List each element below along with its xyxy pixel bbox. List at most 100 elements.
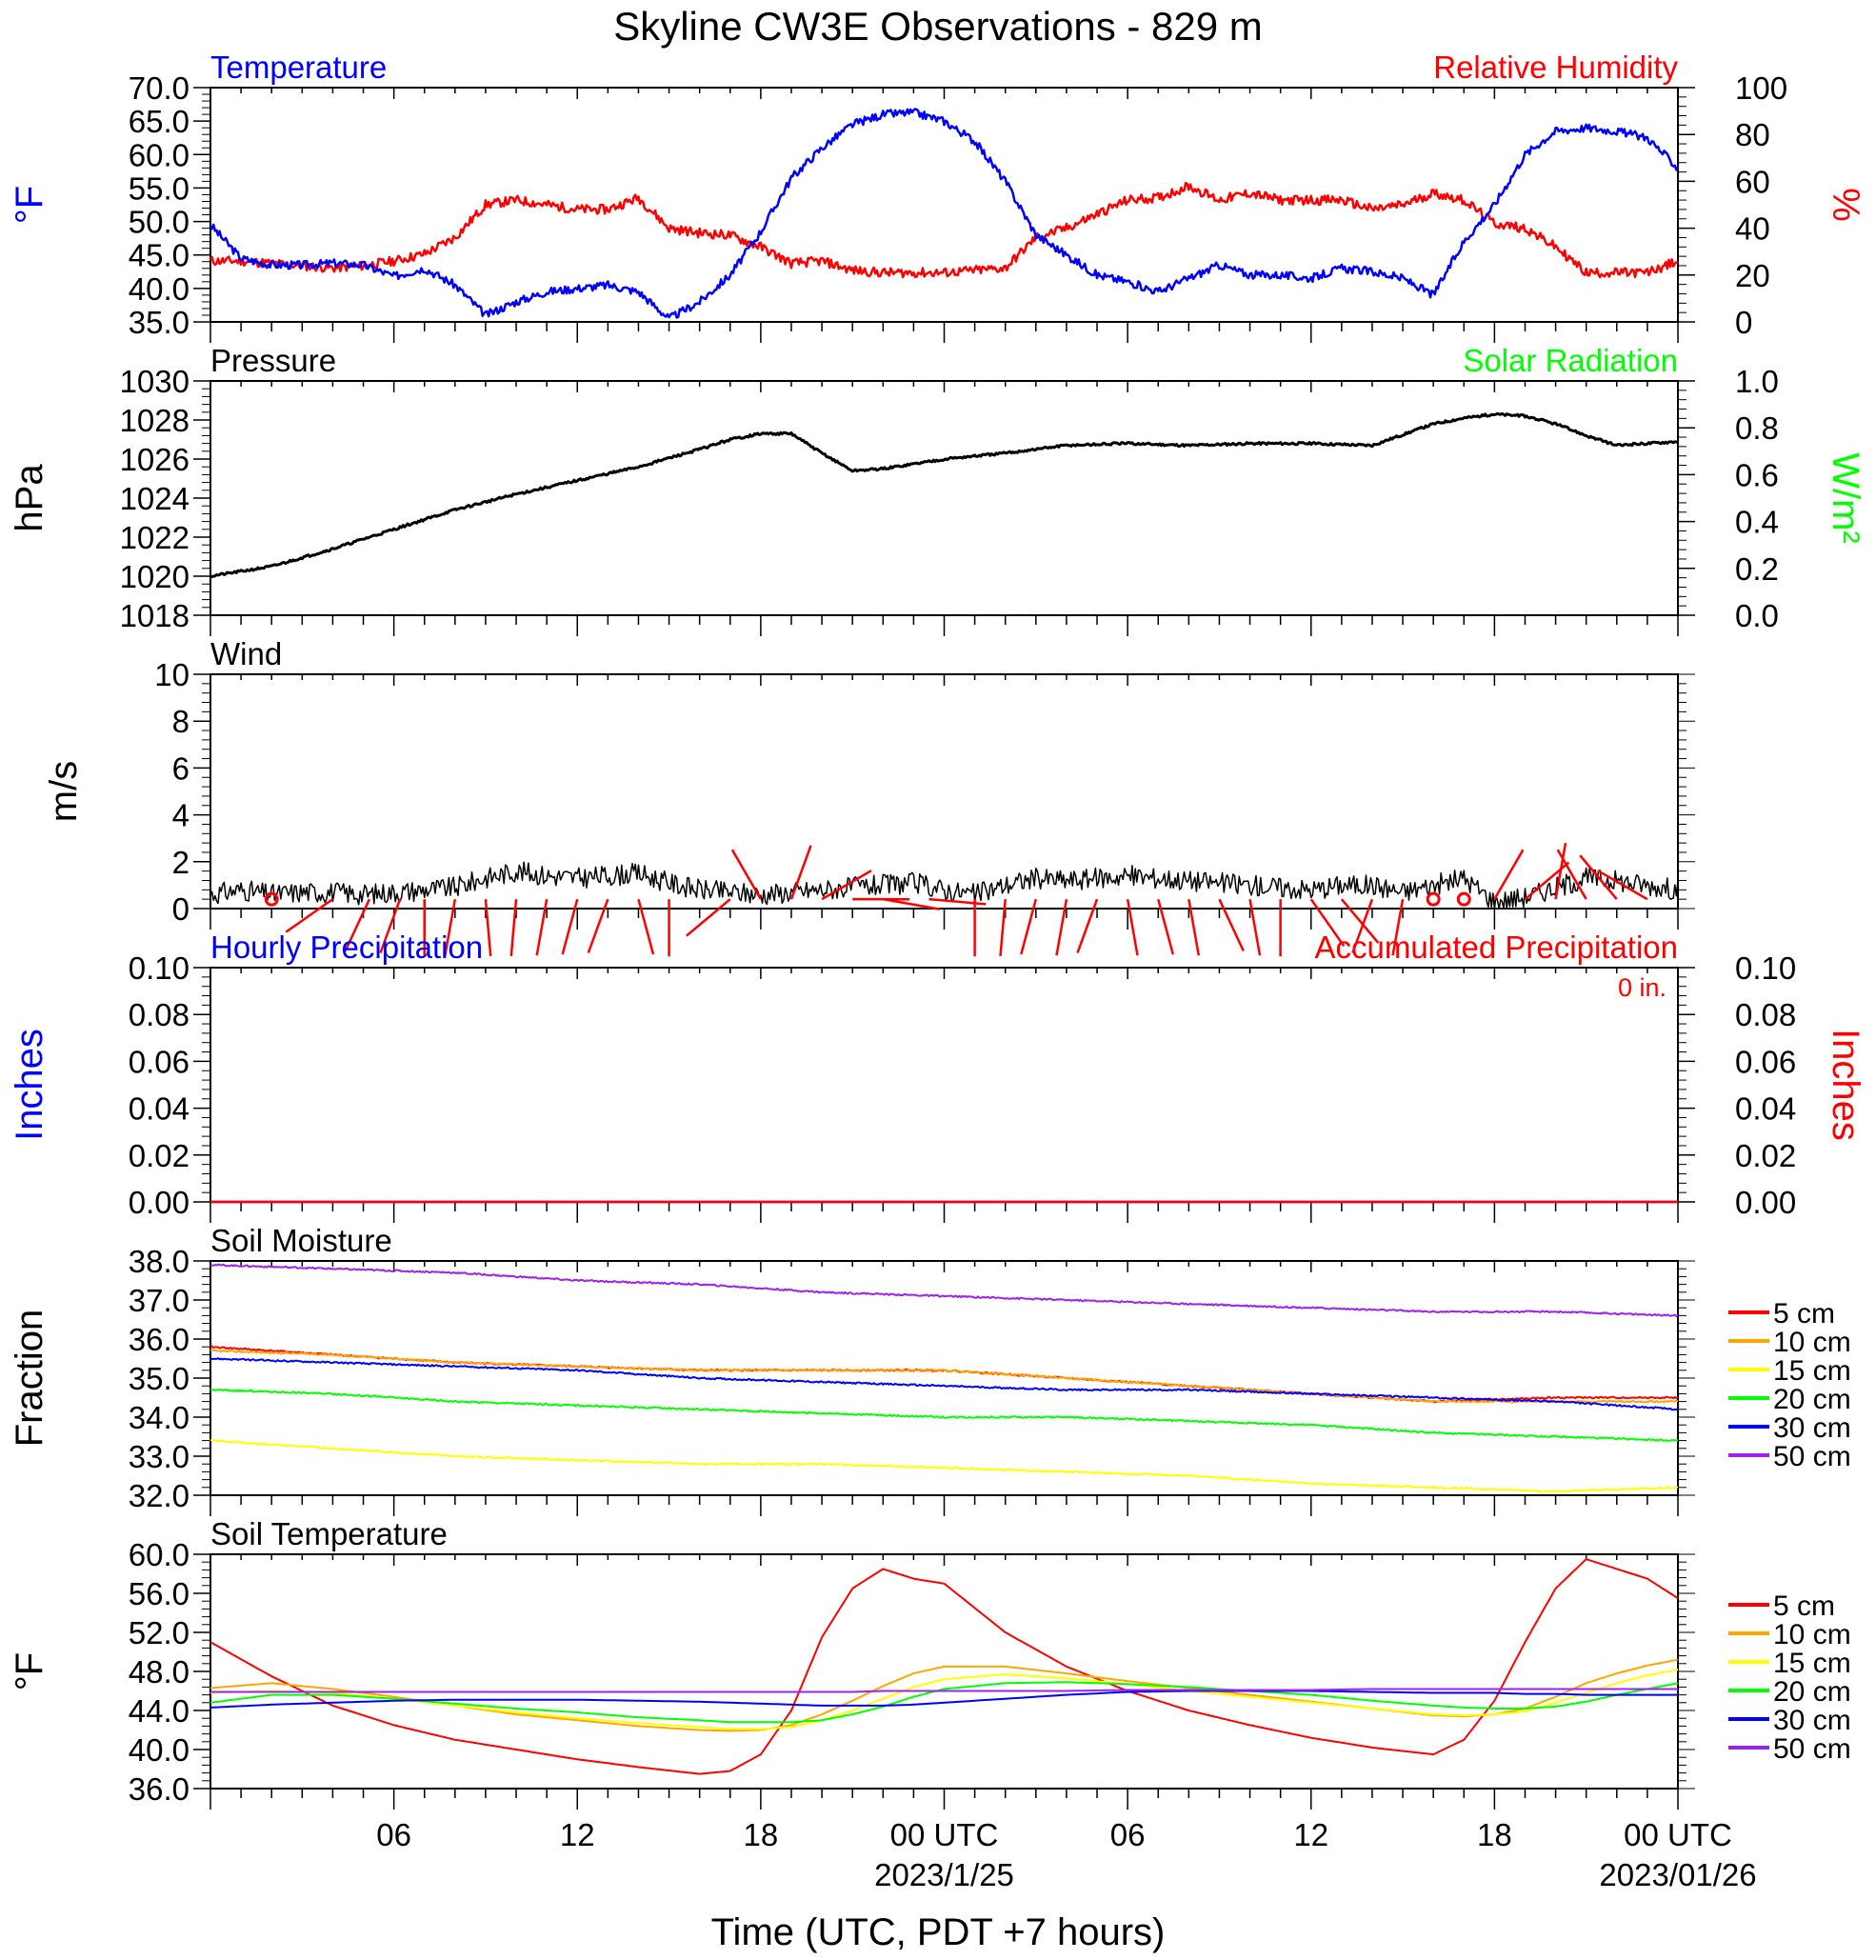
accum-precip-unit: Inches — [1825, 1029, 1866, 1141]
x-date-label: 2023/01/26 — [1599, 1857, 1756, 1892]
y-tick-label: 60.0 — [129, 1537, 190, 1572]
y-tick-label: 4 — [172, 798, 190, 833]
wind-barb — [1493, 849, 1525, 900]
x-axis-label: Time (UTC, PDT +7 hours) — [711, 1911, 1166, 1953]
legend-label: 50 cm — [1773, 1733, 1851, 1765]
y-tick-label: 0.08 — [129, 997, 190, 1032]
wind-barb — [344, 898, 371, 952]
x-tick-label: 00 UTC — [1624, 1817, 1732, 1852]
pressure-line — [210, 411, 1679, 579]
y-tick-label: 45.0 — [129, 238, 190, 273]
soil-moisture-label: Soil Moisture — [210, 1223, 392, 1258]
y-tick-label: 1018 — [120, 598, 190, 633]
y-tick-label: 0 — [1735, 305, 1752, 340]
y-tick-label: 80 — [1735, 117, 1770, 152]
wind-barb — [789, 845, 812, 900]
y-tick-label: 0.04 — [1735, 1091, 1796, 1127]
soil-moisture-line — [210, 1438, 1679, 1493]
wind-barb — [285, 898, 334, 933]
legend-label: 30 cm — [1773, 1705, 1851, 1736]
wind-barb — [484, 899, 492, 957]
y-tick-label: 36.0 — [129, 1322, 190, 1357]
legend-label: 30 cm — [1773, 1412, 1851, 1444]
pressure-label: Pressure — [210, 343, 336, 378]
y-tick-label: 8 — [172, 704, 190, 739]
y-tick-label: 0.00 — [129, 1185, 190, 1220]
soil-temperature-unit: °F — [9, 1652, 50, 1690]
x-axis: 06 12 18 00 UTC 06 12 18 00 UTC 2023/1/25 2023/01… — [376, 1817, 1756, 1892]
wind-barb — [1248, 898, 1262, 956]
wind-barb — [730, 849, 762, 900]
soil-temperature-label: Soil Temperature — [210, 1516, 448, 1551]
y-tick-label: 1024 — [120, 481, 190, 516]
y-tick-label: 40.0 — [129, 271, 190, 307]
y-tick-label: 0.02 — [1735, 1138, 1796, 1173]
y-tick-label: 0.10 — [129, 950, 190, 986]
wind-barb — [379, 898, 402, 953]
y-tick-label: 0.10 — [1735, 950, 1796, 986]
wind-barb — [1579, 854, 1618, 900]
wind-barb — [1309, 898, 1346, 948]
temperature-label: Temperature — [210, 50, 387, 85]
legend-label: 15 cm — [1773, 1648, 1851, 1679]
legend-label: 50 cm — [1773, 1441, 1851, 1472]
wind-barb — [637, 898, 655, 955]
y-tick-label: 38.0 — [129, 1244, 190, 1279]
y-tick-label: 0.6 — [1735, 457, 1779, 492]
y-tick-label: 20 — [1735, 258, 1770, 293]
wind-barb — [1187, 898, 1201, 956]
y-tick-label: 40.0 — [129, 1732, 190, 1768]
panel-wind: 10 8 6 4 2 0 Wind m/s — [43, 636, 1695, 957]
soil-temperature-line — [210, 1690, 1678, 1709]
x-tick-label: 18 — [744, 1817, 779, 1852]
y-tick-label: 52.0 — [129, 1615, 190, 1650]
hourly-precip-unit: Inches — [9, 1029, 50, 1141]
solar-unit: W/m² — [1825, 452, 1866, 544]
soil-temperature-line — [210, 1669, 1679, 1730]
hourly-precip-label: Hourly Precipitation — [210, 930, 483, 965]
y-tick-label: 34.0 — [129, 1400, 190, 1435]
soil-moisture-line — [210, 1349, 1679, 1404]
x-tick-label: 12 — [560, 1817, 595, 1852]
y-tick-label: 60.0 — [129, 137, 190, 172]
y-tick-label: 0.4 — [1735, 505, 1779, 540]
y-tick-label: 35.0 — [129, 305, 190, 340]
x-tick-label: 00 UTC — [890, 1817, 999, 1852]
humidity-line — [209, 181, 1679, 279]
wind-barb — [561, 898, 579, 955]
legend-label: 20 cm — [1773, 1384, 1851, 1415]
wind-barb — [883, 897, 940, 910]
y-tick-label: 0.2 — [1735, 551, 1779, 587]
y-tick-label: 0.04 — [129, 1091, 190, 1127]
legend-label: 10 cm — [1773, 1327, 1851, 1358]
wind-barb — [1055, 898, 1068, 956]
wind-barb — [1351, 898, 1374, 953]
wind-barb — [1157, 898, 1175, 955]
panel-pressure-solar: 1030 1028 1026 1024 1022 1020 1018 1.0 0.8 0.6 0.4… — [9, 343, 1866, 636]
y-tick-label: 0.06 — [129, 1044, 190, 1079]
temperature-line — [209, 108, 1680, 319]
y-tick-label: 37.0 — [129, 1283, 190, 1318]
y-tick-label: 44.0 — [129, 1693, 190, 1729]
soil-temperature-line — [210, 1688, 1678, 1693]
soil-moisture-line — [210, 1357, 1679, 1411]
wind-barb — [1554, 842, 1567, 900]
x-tick-label: 06 — [1110, 1817, 1146, 1852]
wind-barb — [1597, 870, 1648, 901]
y-tick-label: 55.0 — [129, 170, 190, 206]
y-tick-label: 36.0 — [129, 1771, 190, 1807]
chart-title: Skyline CW3E Observations - 829 m — [613, 4, 1263, 49]
wind-barb-calm — [264, 891, 279, 907]
y-tick-label: 1020 — [120, 559, 190, 594]
wind-unit: m/s — [43, 761, 85, 822]
y-tick-label: 70.0 — [129, 70, 190, 106]
wind-barb — [1076, 898, 1099, 953]
panel-soil-temperature: 60.0 56.0 52.0 48.044.040.036.0 Soil Tempera… — [9, 1516, 1851, 1810]
humidity-label: Relative Humidity — [1433, 50, 1678, 85]
wind-barb-calm — [1426, 891, 1441, 907]
soil-moisture-line — [210, 1388, 1679, 1442]
soil-moisture-line — [210, 1263, 1679, 1318]
wind-barb — [1391, 898, 1405, 956]
wind-barb — [1218, 898, 1245, 952]
